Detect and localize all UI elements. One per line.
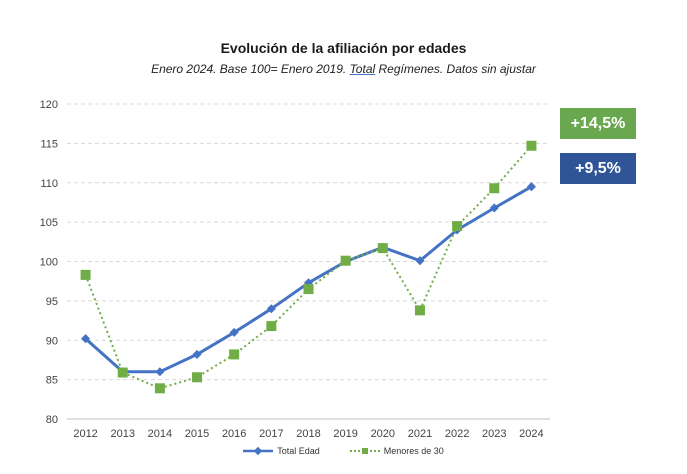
y-tick-label: 120 <box>40 99 58 111</box>
data-point-menores-de-30 <box>377 243 388 254</box>
data-point-total-edad <box>229 327 239 337</box>
data-point-menores-de-30 <box>80 269 91 280</box>
subtitle-part-3: Regímenes. Datos sin ajustar <box>375 62 536 76</box>
x-tick-label: 2024 <box>519 428 543 440</box>
chart-title: Evolución de la afiliación por edades <box>220 40 467 56</box>
x-tick-label: 2013 <box>110 428 134 440</box>
y-tick-label: 105 <box>40 217 58 229</box>
annotation-badge-total: +9,5% <box>560 153 636 184</box>
y-tick-label: 80 <box>46 414 58 426</box>
series-line-menores-de-30 <box>84 145 533 390</box>
x-tick-label: 2016 <box>222 428 246 440</box>
chart-legend: Total Edad Menores de 30 <box>0 446 687 456</box>
data-point-menores-de-30 <box>266 321 277 332</box>
legend-label-total: Total Edad <box>277 446 320 456</box>
data-point-total-edad <box>155 367 165 377</box>
data-point-menores-de-30 <box>117 367 128 378</box>
y-tick-label: 115 <box>40 138 58 150</box>
data-point-total-edad <box>489 203 499 213</box>
data-point-menores-de-30 <box>526 140 537 151</box>
x-tick-label: 2021 <box>408 428 432 440</box>
x-tick-label: 2019 <box>333 428 357 440</box>
x-tick-label: 2020 <box>371 428 395 440</box>
data-point-menores-de-30 <box>489 183 500 194</box>
legend-swatch-menores <box>349 448 380 454</box>
y-tick-label: 100 <box>40 257 58 269</box>
x-tick-label: 2018 <box>296 428 320 440</box>
data-point-menores-de-30 <box>452 221 463 232</box>
y-tick-label: 110 <box>40 178 58 190</box>
x-tick-label: 2022 <box>445 428 469 440</box>
x-tick-label: 2015 <box>185 428 209 440</box>
subtitle-part-1: Enero 2024. Base 100= Enero 2019. <box>151 62 350 76</box>
y-tick-label: 90 <box>46 335 58 347</box>
legend-item-menores: Menores de 30 <box>349 446 444 456</box>
data-point-menores-de-30 <box>192 372 203 383</box>
data-point-menores-de-30 <box>414 305 425 316</box>
x-tick-label: 2014 <box>148 428 172 440</box>
annotation-badge-menores: +14,5% <box>560 108 636 139</box>
y-tick-label: 95 <box>46 296 58 308</box>
x-tick-label: 2012 <box>73 428 97 440</box>
data-point-menores-de-30 <box>340 255 351 266</box>
subtitle-part-2: Total <box>349 62 376 76</box>
x-tick-label: 2017 <box>259 428 283 440</box>
data-point-total-edad <box>81 334 91 344</box>
chart-subtitle: Enero 2024. Base 100= Enero 2019. Total … <box>0 62 687 76</box>
data-point-menores-de-30 <box>229 349 240 360</box>
legend-swatch-total <box>243 446 274 456</box>
y-tick-label: 85 <box>46 375 58 387</box>
legend-item-total: Total Edad <box>243 446 320 456</box>
legend-label-menores: Menores de 30 <box>383 446 444 456</box>
x-tick-label: 2023 <box>482 428 506 440</box>
data-point-menores-de-30 <box>303 284 314 295</box>
data-point-menores-de-30 <box>154 383 165 394</box>
